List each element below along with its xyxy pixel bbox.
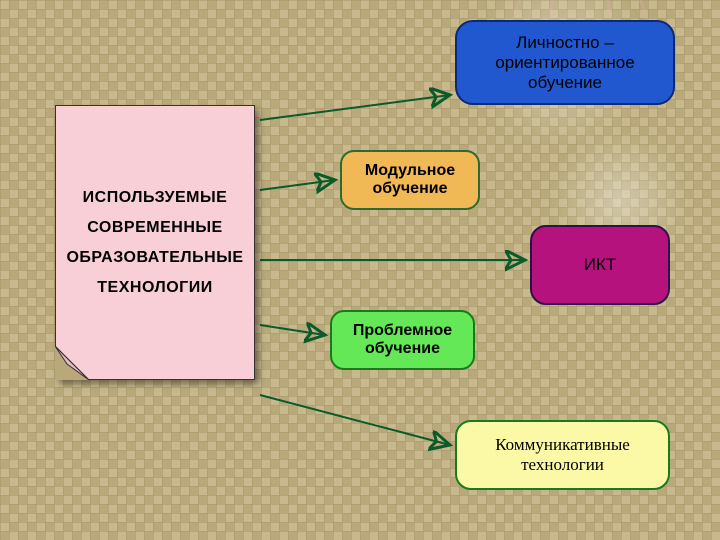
- node-label: Личностно – ориентированное обучение: [467, 33, 663, 93]
- node-n3: ИКТ: [530, 225, 670, 305]
- main-line-4: ТЕХНОЛОГИИ: [62, 279, 248, 297]
- node-n5: Коммуникативные технологии: [455, 420, 670, 490]
- main-topic-text: ИСПОЛЬЗУЕМЫЕ СОВРЕМЕННЫЕ ОБРАЗОВАТЕЛЬНЫЕ…: [56, 167, 254, 319]
- page-fold-icon: [55, 346, 89, 380]
- node-n4: Проблемное обучение: [330, 310, 475, 370]
- node-n2: Модульное обучение: [340, 150, 480, 210]
- main-line-3: ОБРАЗОВАТЕЛЬНЫЕ: [62, 249, 248, 267]
- main-line-2: СОВРЕМЕННЫЕ: [62, 219, 248, 237]
- node-n1: Личностно – ориентированное обучение: [455, 20, 675, 105]
- node-label: Коммуникативные технологии: [467, 435, 658, 475]
- diagram-stage: ИСПОЛЬЗУЕМЫЕ СОВРЕМЕННЫЕ ОБРАЗОВАТЕЛЬНЫЕ…: [0, 0, 720, 540]
- node-label: ИКТ: [584, 255, 617, 275]
- node-label: Проблемное обучение: [342, 322, 463, 358]
- node-label: Модульное обучение: [352, 162, 468, 198]
- main-line-1: ИСПОЛЬЗУЕМЫЕ: [62, 189, 248, 207]
- main-topic-box: ИСПОЛЬЗУЕМЫЕ СОВРЕМЕННЫЕ ОБРАЗОВАТЕЛЬНЫЕ…: [55, 105, 255, 380]
